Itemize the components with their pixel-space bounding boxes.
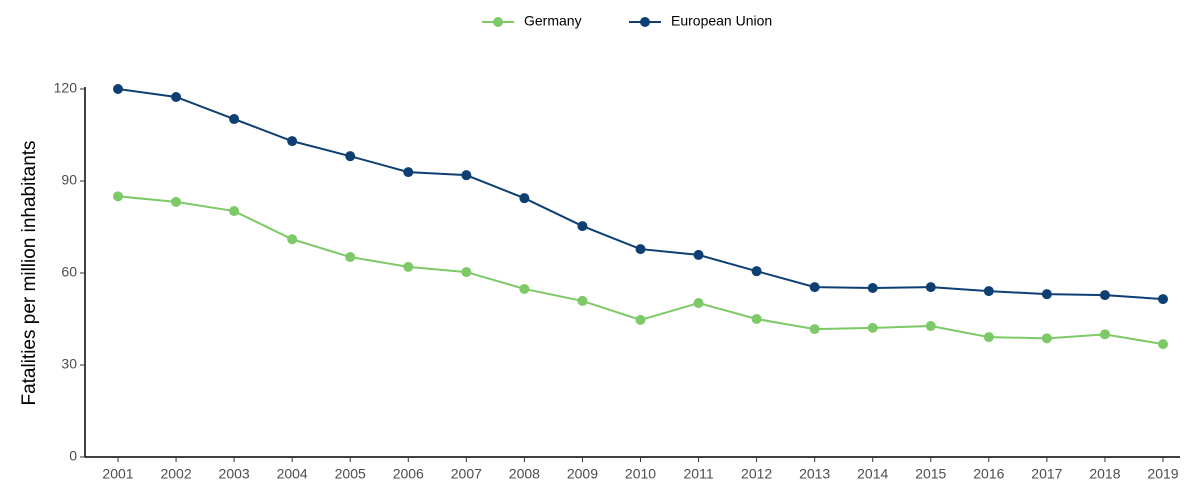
x-tick-label: 2017 bbox=[1031, 466, 1062, 482]
point bbox=[403, 167, 414, 178]
point bbox=[461, 170, 472, 181]
point bbox=[519, 283, 530, 294]
point bbox=[577, 295, 588, 306]
legend-label: Germany bbox=[524, 13, 582, 29]
x-tick-label: 2002 bbox=[160, 466, 191, 482]
y-tick-label: 60 bbox=[61, 264, 77, 280]
x-tick-label: 2010 bbox=[625, 466, 656, 482]
point bbox=[229, 206, 240, 217]
point bbox=[1099, 329, 1110, 340]
y-tick-label: 120 bbox=[54, 80, 78, 96]
y-tick-label: 30 bbox=[61, 356, 77, 372]
point bbox=[751, 314, 762, 324]
x-tick-label: 2001 bbox=[102, 466, 133, 482]
x-tick-label: 2005 bbox=[335, 466, 366, 482]
x-tick-label: 2018 bbox=[1089, 466, 1120, 482]
x-tick-label: 2011 bbox=[684, 466, 714, 482]
point bbox=[519, 193, 530, 204]
x-tick-label: 2019 bbox=[1147, 466, 1178, 482]
point bbox=[809, 324, 820, 335]
point bbox=[1041, 333, 1052, 344]
x-tick-label: 2014 bbox=[857, 466, 888, 482]
point bbox=[113, 84, 123, 94]
legend-marker bbox=[493, 17, 503, 27]
point bbox=[171, 91, 182, 102]
point bbox=[1099, 290, 1110, 301]
point bbox=[867, 322, 878, 333]
point bbox=[287, 234, 298, 245]
point bbox=[751, 266, 762, 277]
point bbox=[635, 244, 646, 255]
y-axis-label: Fatalities per million inhabitants bbox=[19, 140, 40, 405]
y-tick-label: 90 bbox=[61, 172, 77, 188]
x-tick-label: 2007 bbox=[451, 466, 482, 482]
point bbox=[983, 286, 994, 297]
point bbox=[229, 114, 240, 125]
point bbox=[635, 314, 646, 325]
point bbox=[925, 282, 936, 293]
y-tick-label: 0 bbox=[69, 448, 77, 464]
point bbox=[693, 298, 704, 309]
point bbox=[1158, 339, 1168, 350]
point bbox=[113, 191, 123, 202]
series-line bbox=[117, 88, 1164, 301]
x-tick-label: 2004 bbox=[277, 466, 308, 482]
x-tick-label: 2016 bbox=[973, 466, 1004, 482]
point bbox=[403, 261, 414, 272]
x-tick-label: 2008 bbox=[509, 466, 540, 482]
point bbox=[345, 252, 356, 263]
x-tick-label: 2009 bbox=[567, 466, 598, 482]
legend-marker bbox=[640, 17, 650, 27]
point bbox=[693, 249, 704, 260]
point bbox=[577, 221, 588, 232]
x-tick-label: 2012 bbox=[741, 466, 772, 482]
x-tick-label: 2006 bbox=[393, 466, 424, 482]
point bbox=[287, 136, 298, 147]
x-tick-label: 2013 bbox=[799, 466, 830, 482]
point bbox=[925, 321, 936, 332]
point bbox=[345, 151, 356, 162]
point bbox=[809, 282, 820, 293]
point bbox=[1158, 294, 1168, 305]
point bbox=[461, 267, 472, 278]
legend-label: European Union bbox=[671, 13, 772, 29]
point bbox=[867, 283, 878, 294]
x-tick-label: 2015 bbox=[915, 466, 946, 482]
point bbox=[983, 332, 994, 343]
point bbox=[1041, 289, 1052, 300]
x-tick-label: 2003 bbox=[219, 466, 250, 482]
point bbox=[171, 196, 182, 207]
